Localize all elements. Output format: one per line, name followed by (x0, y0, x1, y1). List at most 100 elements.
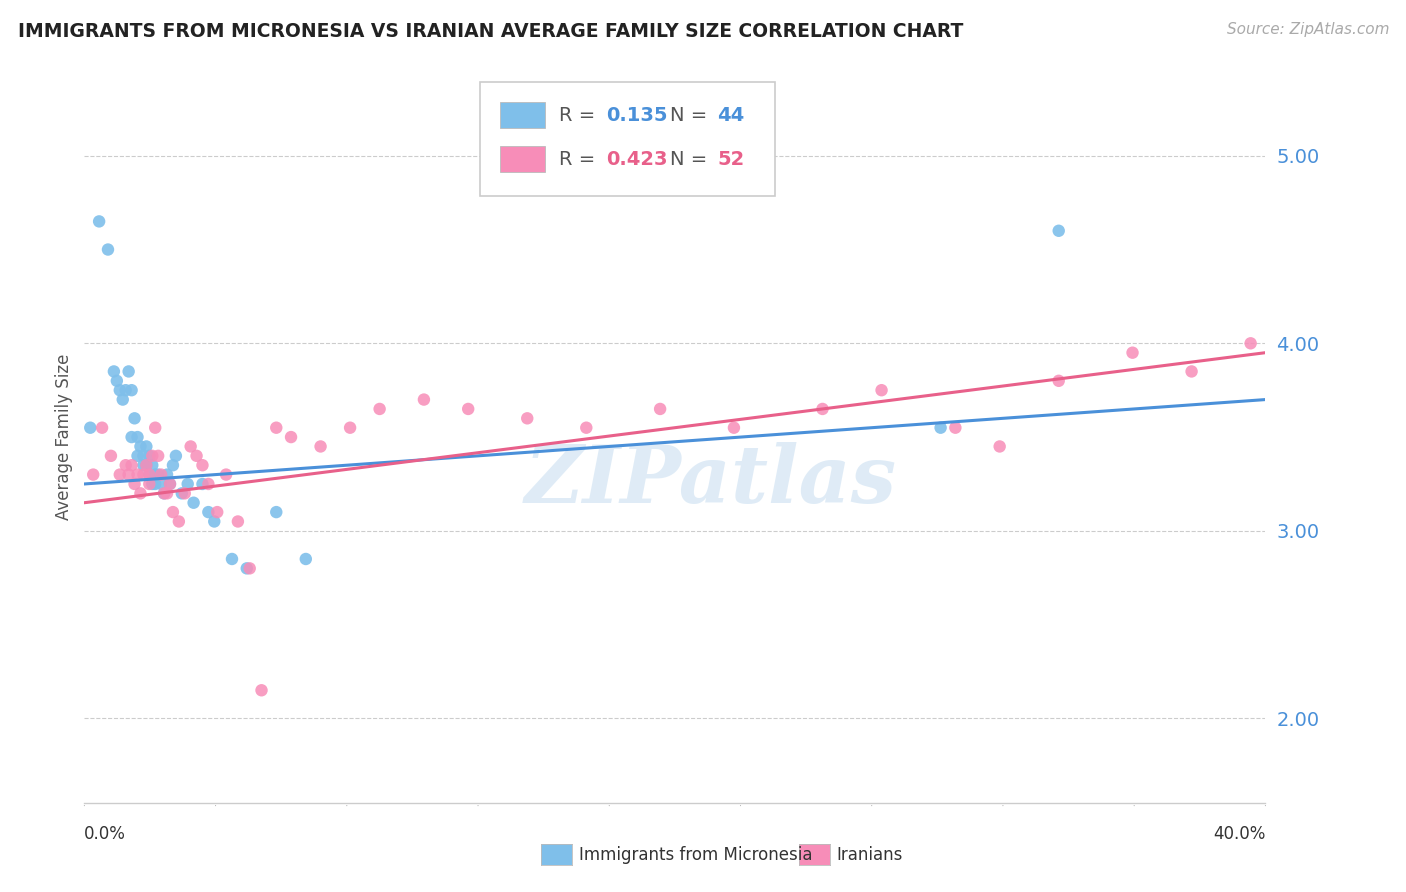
Point (339, 420, 361, 434)
Point (148, 449, 170, 463)
Point (1240, 336, 1263, 351)
Point (138, 477, 160, 491)
Point (153, 486, 176, 500)
Point (114, 458, 136, 473)
Point (121, 430, 143, 444)
Text: Immigrants from Micronesia: Immigrants from Micronesia (579, 846, 813, 863)
Point (180, 440, 202, 454)
Point (1047, 374, 1070, 388)
Point (132, 458, 155, 473)
Point (723, 420, 745, 434)
Point (183, 496, 205, 510)
Point (103, 364, 125, 378)
Point (156, 486, 179, 500)
Point (100, 449, 122, 463)
Point (124, 411, 146, 425)
Point (150, 477, 173, 491)
Text: 0.0%: 0.0% (84, 825, 127, 843)
Point (129, 486, 152, 500)
Point (121, 383, 143, 397)
Point (129, 440, 152, 454)
Point (132, 449, 155, 463)
Point (173, 486, 195, 500)
Point (141, 477, 163, 491)
Text: 52: 52 (717, 150, 745, 169)
Text: IMMIGRANTS FROM MICRONESIA VS IRANIAN AVERAGE FAMILY SIZE CORRELATION CHART: IMMIGRANTS FROM MICRONESIA VS IRANIAN AV… (18, 22, 963, 41)
Point (159, 477, 181, 491)
Point (138, 467, 160, 482)
Point (148, 467, 170, 482)
Point (97, 243, 120, 257)
Point (945, 420, 967, 434)
Text: 0.135: 0.135 (606, 106, 668, 125)
Point (811, 401, 834, 416)
Point (138, 467, 160, 482)
Point (186, 449, 208, 463)
Point (368, 401, 391, 416)
Point (929, 420, 952, 434)
Text: 44: 44 (717, 106, 745, 125)
Point (162, 505, 184, 519)
Point (121, 458, 143, 473)
Point (132, 467, 155, 482)
Text: N =: N = (671, 150, 714, 169)
Point (250, 683, 273, 698)
Point (575, 420, 598, 434)
Y-axis label: Average Family Size: Average Family Size (55, 354, 73, 520)
Point (127, 449, 149, 463)
Point (226, 515, 249, 529)
Point (143, 420, 166, 434)
Point (127, 430, 149, 444)
Point (162, 458, 184, 473)
Point (215, 467, 238, 482)
Text: 40.0%: 40.0% (1213, 825, 1265, 843)
Point (280, 430, 302, 444)
Point (143, 477, 166, 491)
Point (138, 449, 160, 463)
Point (516, 411, 538, 425)
Point (79, 420, 101, 434)
Point (143, 467, 166, 482)
Text: N =: N = (671, 106, 714, 125)
Point (191, 477, 214, 491)
Point (177, 477, 200, 491)
Point (197, 477, 219, 491)
Point (1047, 224, 1070, 238)
Point (141, 449, 163, 463)
Point (105, 374, 128, 388)
Point (191, 458, 214, 473)
Point (170, 486, 193, 500)
Point (114, 383, 136, 397)
Point (457, 401, 479, 416)
Point (135, 458, 157, 473)
Point (82, 467, 104, 482)
Point (118, 467, 141, 482)
Point (239, 561, 262, 575)
Point (127, 467, 149, 482)
Point (165, 449, 187, 463)
Point (650, 401, 672, 416)
Text: R =: R = (560, 150, 602, 169)
FancyBboxPatch shape (501, 102, 546, 128)
Point (156, 467, 179, 482)
Point (124, 477, 146, 491)
Text: Source: ZipAtlas.com: Source: ZipAtlas.com (1226, 22, 1389, 37)
Point (118, 364, 141, 378)
Point (108, 467, 131, 482)
Point (135, 440, 157, 454)
Point (153, 486, 176, 500)
Point (159, 477, 181, 491)
FancyBboxPatch shape (479, 82, 775, 195)
Point (413, 392, 436, 407)
Point (870, 383, 893, 397)
Point (87, 214, 111, 228)
Text: R =: R = (560, 106, 602, 125)
Point (207, 505, 229, 519)
Text: 0.423: 0.423 (606, 150, 668, 169)
Point (236, 561, 259, 575)
Point (135, 458, 157, 473)
Point (221, 552, 243, 566)
Text: Iranians: Iranians (837, 846, 903, 863)
Point (1122, 345, 1144, 359)
Point (108, 383, 131, 397)
